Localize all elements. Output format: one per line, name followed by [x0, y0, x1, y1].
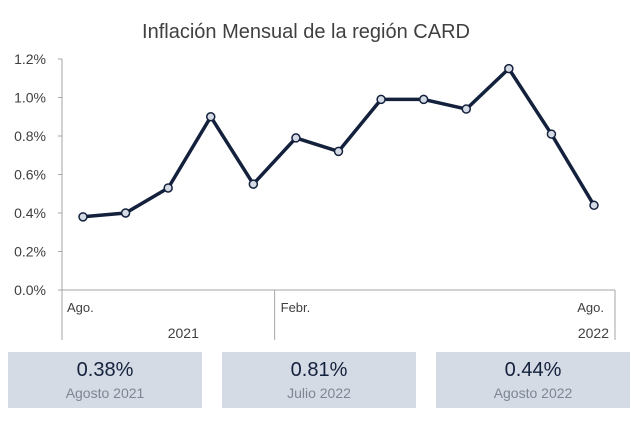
- series-line: [81, 66, 596, 219]
- x-tick-label: Ago.: [577, 300, 604, 315]
- chart-title: Inflación Mensual de la región CARD: [142, 21, 470, 43]
- y-tick-label: 0.0%: [14, 282, 46, 298]
- data-point: [546, 129, 557, 139]
- stat-cards: 0.38% Agosto 2021 0.81% Julio 2022 0.44%…: [0, 352, 640, 408]
- data-point: [589, 200, 599, 211]
- x-group-label: 2021: [168, 325, 199, 341]
- data-point: [78, 212, 88, 222]
- y-tick-label: 0.2%: [14, 244, 46, 260]
- stat-label: Agosto 2021: [65, 385, 145, 401]
- stat-value: 0.38%: [76, 359, 134, 381]
- data-point: [163, 183, 173, 193]
- stat-value: 0.81%: [290, 359, 348, 381]
- data-point: [291, 133, 301, 143]
- data-point: [376, 94, 386, 105]
- y-tick-label: 0.4%: [14, 205, 46, 221]
- data-point: [206, 112, 216, 122]
- data-point: [418, 94, 429, 105]
- y-tick-label: 1.0%: [14, 90, 46, 106]
- x-tick-label: Ago.: [67, 300, 94, 315]
- x-group-label: 2022: [578, 325, 609, 341]
- stat-label: Agosto 2022: [493, 385, 573, 401]
- y-tick-label: 0.8%: [14, 128, 46, 144]
- data-point: [120, 208, 131, 218]
- stat-label: Julio 2022: [287, 385, 351, 401]
- stat-card-julio-2022: 0.81% Julio 2022: [222, 352, 416, 408]
- stat-card-agosto-2021: 0.38% Agosto 2021: [8, 352, 202, 408]
- line-chart: Inflación Mensual de la región CARD 0.0%…: [14, 21, 616, 341]
- data-point: [461, 104, 471, 114]
- y-tick-label: 1.2%: [14, 51, 46, 67]
- data-point: [504, 63, 514, 74]
- stat-value: 0.44%: [504, 359, 562, 381]
- data-point: [333, 146, 344, 157]
- x-tick-label: Febr.: [281, 300, 311, 315]
- stat-card-agosto-2022: 0.44% Agosto 2022: [436, 352, 630, 408]
- y-tick-label: 0.6%: [14, 167, 46, 183]
- data-point: [248, 179, 259, 189]
